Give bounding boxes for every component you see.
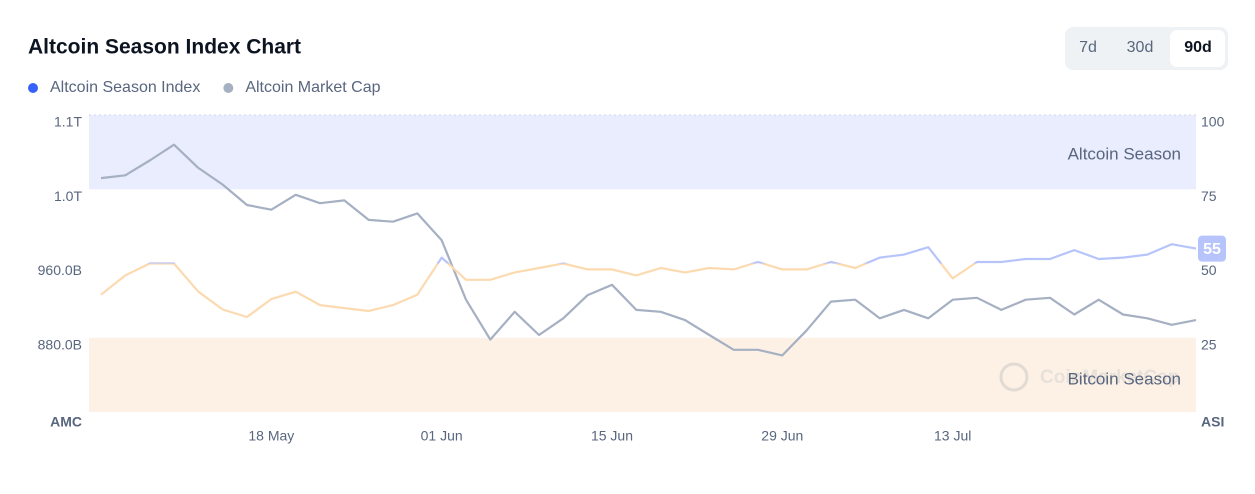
y-tick-label: 1.0T [54, 188, 82, 204]
y2-tick-label: 75 [1201, 188, 1217, 204]
range-button[interactable]: 30d [1127, 39, 1154, 56]
legend-label: Altcoin Market Cap [245, 79, 380, 96]
season-band [89, 337, 1196, 412]
season-band [89, 115, 1196, 190]
y2-tick-label: 50 [1201, 262, 1217, 278]
value-badge-label: 55 [1203, 241, 1221, 258]
y-tick-label: 960.0B [38, 262, 82, 278]
series-line [100, 243, 1197, 319]
range-button[interactable]: 90d [1184, 39, 1212, 56]
y2-axis-label: ASI [1201, 414, 1224, 430]
y-tick-label: 880.0B [38, 336, 82, 352]
band-label: Bitcoin Season [1068, 369, 1181, 388]
x-tick-label: 13 Jul [934, 428, 971, 444]
watermark-logo [999, 362, 1029, 392]
series-line [100, 143, 1197, 357]
legend-marker [223, 83, 234, 93]
y2-tick-label: 100 [1201, 114, 1225, 130]
value-badge [1198, 235, 1226, 262]
watermark: CoinMarketCap [1040, 367, 1179, 388]
legend-marker [28, 83, 38, 93]
x-tick-label: 29 Jun [761, 428, 803, 444]
range-button-active [1170, 30, 1225, 67]
x-tick-label: 01 Jun [421, 428, 463, 444]
chart-title: Altcoin Season Index Chart [28, 36, 301, 59]
y-axis-label: AMC [50, 414, 82, 430]
range-button[interactable]: 7d [1079, 39, 1097, 56]
band-label: Altcoin Season [1068, 144, 1181, 163]
x-tick-label: 18 May [248, 428, 294, 444]
y2-tick-label: 25 [1201, 336, 1217, 352]
y-tick-label: 1.1T [54, 114, 82, 130]
x-tick-label: 15 Jun [591, 428, 633, 444]
legend-label: Altcoin Season Index [50, 79, 200, 96]
